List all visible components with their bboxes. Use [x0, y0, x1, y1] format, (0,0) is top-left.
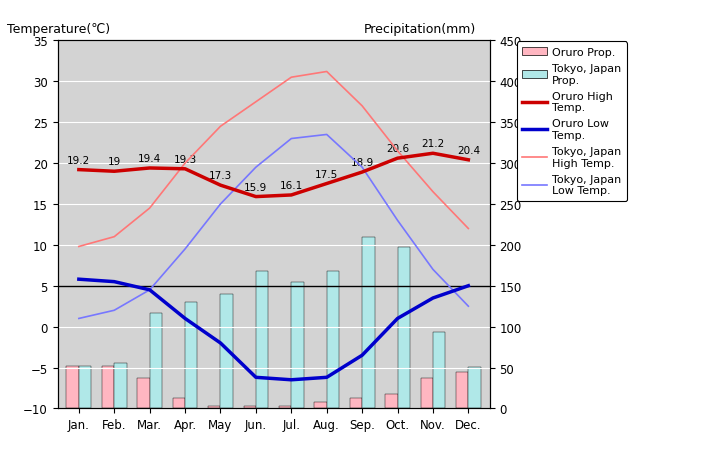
Bar — [66, 366, 79, 409]
Bar — [114, 363, 127, 409]
Bar — [256, 271, 269, 409]
Bar — [397, 248, 410, 409]
Bar — [350, 398, 362, 409]
Text: 19.3: 19.3 — [174, 155, 197, 164]
Bar — [79, 366, 91, 409]
Bar — [173, 398, 185, 409]
Bar — [102, 366, 114, 409]
Text: 19.2: 19.2 — [67, 155, 91, 165]
Text: 19.4: 19.4 — [138, 154, 161, 164]
Bar — [362, 237, 374, 409]
Text: 20.6: 20.6 — [386, 144, 409, 154]
Bar — [138, 378, 150, 409]
Bar — [243, 406, 256, 409]
Bar — [315, 402, 327, 409]
Bar — [220, 294, 233, 409]
Text: 17.3: 17.3 — [209, 171, 232, 181]
Bar — [420, 378, 433, 409]
Text: 17.5: 17.5 — [315, 169, 338, 179]
Text: Precipitation(mm): Precipitation(mm) — [364, 23, 476, 36]
Bar — [456, 372, 468, 409]
Text: 21.2: 21.2 — [421, 139, 444, 149]
Bar — [433, 333, 446, 409]
Text: 18.9: 18.9 — [351, 158, 374, 168]
Text: 16.1: 16.1 — [279, 181, 303, 190]
Bar — [150, 313, 162, 409]
Bar — [292, 283, 304, 409]
Bar — [279, 406, 292, 409]
Bar — [468, 367, 481, 409]
Text: 19: 19 — [107, 157, 121, 167]
Legend: Oruro Prop., Tokyo, Japan
Prop., Oruro High
Temp., Oruro Low
Temp., Tokyo, Japan: Oruro Prop., Tokyo, Japan Prop., Oruro H… — [517, 42, 627, 202]
Bar — [208, 406, 220, 409]
Text: 15.9: 15.9 — [244, 182, 268, 192]
Text: 20.4: 20.4 — [456, 146, 480, 156]
Text: Temperature(℃): Temperature(℃) — [7, 23, 110, 36]
Bar — [385, 394, 397, 409]
Bar — [185, 302, 197, 409]
Bar — [327, 271, 339, 409]
